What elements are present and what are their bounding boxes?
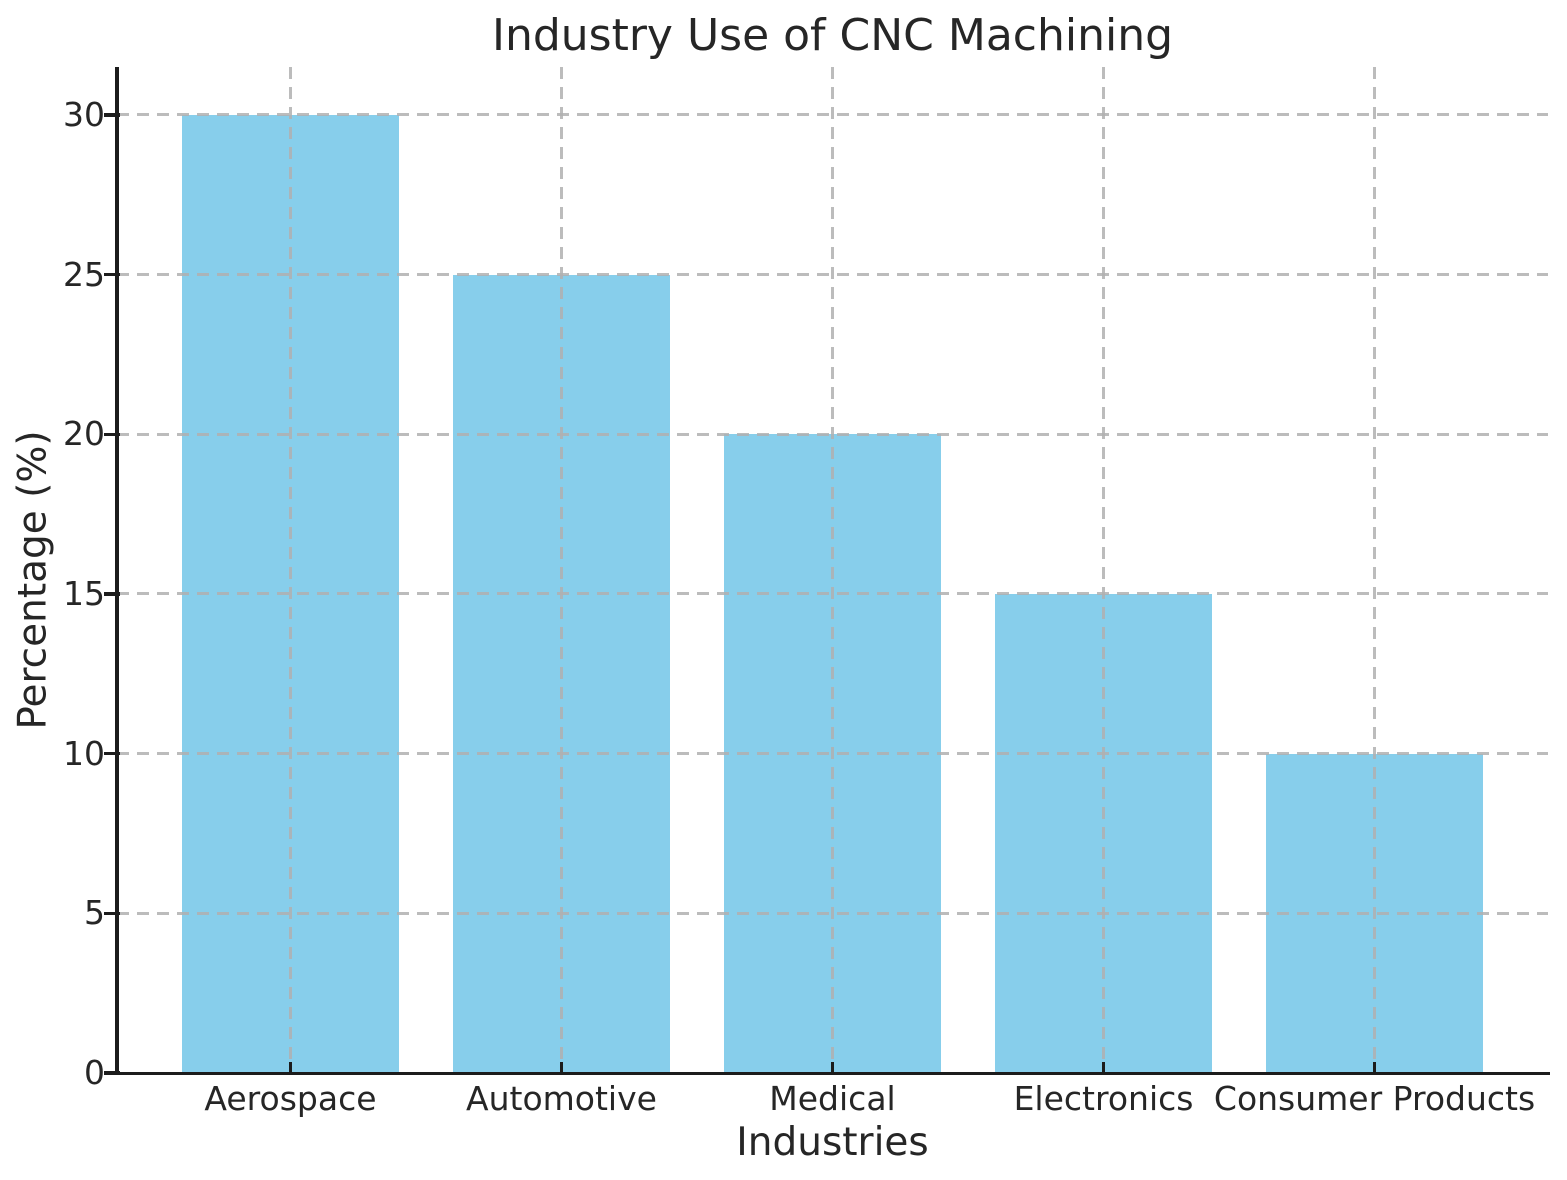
- y-tick-label-25: 25: [63, 254, 105, 294]
- x-tick-label-aerospace: Aerospace: [204, 1079, 377, 1118]
- y-tick-label-0: 0: [84, 1053, 105, 1092]
- y-axis-spine: [115, 67, 119, 1075]
- y-tick-mark-5: [104, 911, 120, 916]
- x-tick-label-medical: Medical: [769, 1079, 896, 1118]
- x-tick-label-consumer-products: Consumer Products: [1213, 1079, 1536, 1118]
- bar-electronics: [995, 593, 1212, 1073]
- x-tick-label-electronics: Electronics: [1013, 1079, 1194, 1118]
- y-tick-label-15: 15: [63, 573, 105, 613]
- y-tick-mark-20: [104, 432, 120, 437]
- x-tick-mark-medical: [830, 1061, 835, 1072]
- y-tick-mark-10: [104, 751, 120, 756]
- x-axis-spine: [115, 1071, 1550, 1075]
- y-tick-mark-15: [104, 592, 120, 596]
- x-tick-mark-consumer-products: [1372, 1061, 1377, 1072]
- bar-consumer-products: [1266, 753, 1483, 1073]
- bar-medical: [724, 434, 941, 1073]
- x-tick-mark-automotive: [559, 1061, 564, 1072]
- plot-area: [104, 67, 1550, 1075]
- bar-automotive: [453, 274, 670, 1073]
- y-tick-label-20: 20: [63, 414, 105, 454]
- y-tick-label-10: 10: [63, 733, 105, 773]
- bar-aerospace: [182, 114, 399, 1073]
- x-tick-mark-electronics: [1101, 1061, 1106, 1072]
- y-tick-mark-0: [104, 1071, 120, 1075]
- y-tick-mark-25: [104, 272, 120, 277]
- x-tick-mark-aerospace: [288, 1061, 293, 1072]
- y-tick-label-30: 30: [63, 94, 105, 134]
- y-tick-mark-30: [104, 113, 120, 117]
- x-tick-label-automotive: Automotive: [466, 1079, 657, 1118]
- x-axis-label: Industries: [736, 1120, 929, 1165]
- y-tick-label-5: 5: [84, 893, 105, 933]
- chart-title: Industry Use of CNC Machining: [491, 10, 1174, 61]
